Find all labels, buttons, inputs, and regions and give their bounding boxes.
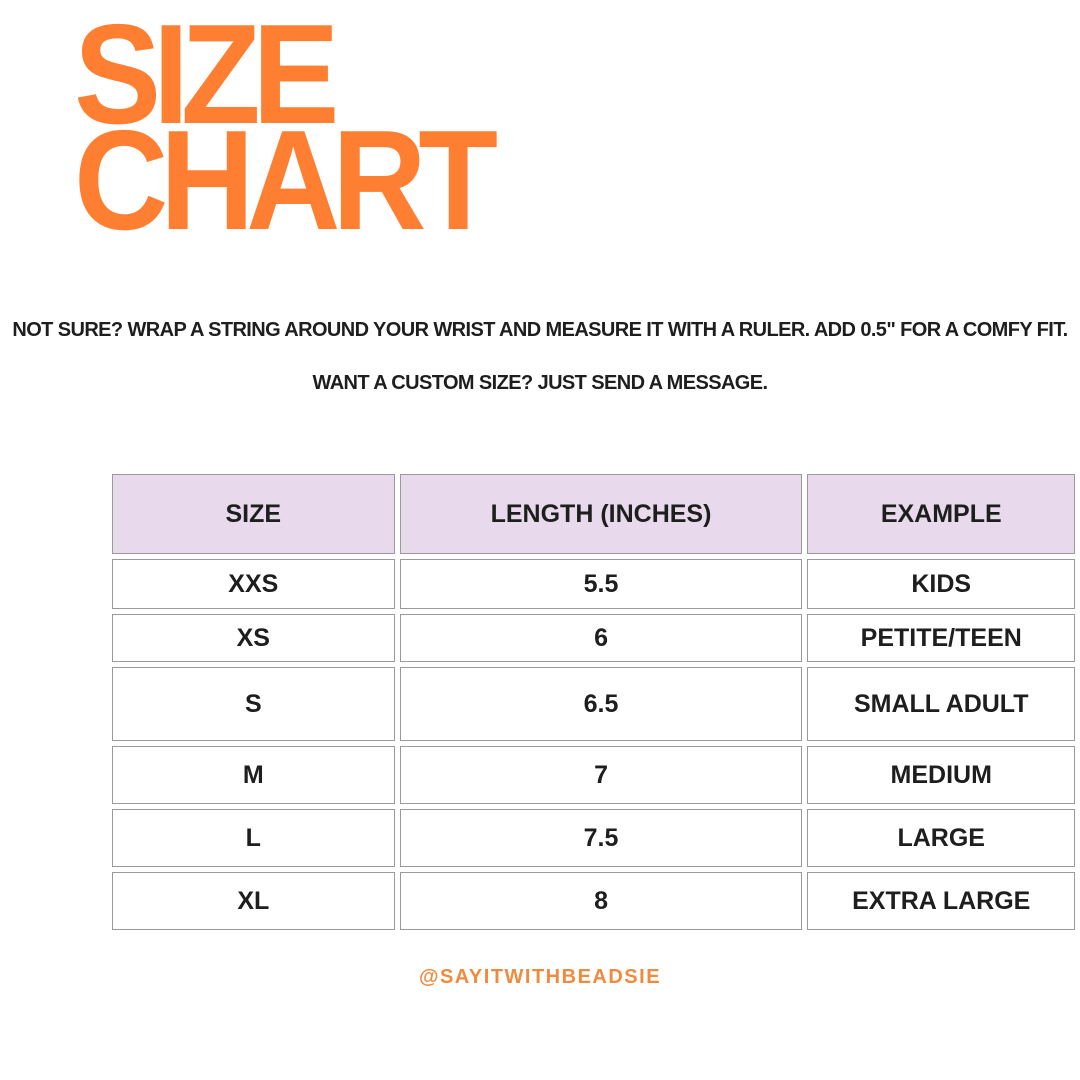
- instruction: NOT SURE? WRAP A STRING AROUND YOUR WRIS…: [12, 319, 1068, 341]
- table-body: SIZE LENGTH (INCHES) EXAMPLE XXS 5.5 KIDS XS 6 P…: [112, 474, 1075, 930]
- title-line: SIZE: [74, 0, 340, 154]
- table-cell: XL: [112, 872, 395, 930]
- table-cell: EXTRA LARGE: [807, 872, 1075, 930]
- header-cell: SIZE: [112, 474, 395, 554]
- table-cell: L: [112, 809, 395, 867]
- social-handle: @SAYITWITHBEADSIE: [418, 966, 662, 988]
- table-cell: MEDIUM: [807, 746, 1075, 804]
- table-cell: 7.5: [399, 809, 803, 867]
- table-row: XL 8 EXTRA LARGE: [112, 872, 1075, 930]
- header-cell: LENGTH (INCHES): [399, 474, 803, 554]
- intro: NOT SURE? WRAP A STRING AROUND YOUR WRIS…: [0, 316, 1080, 422]
- table-row: S 6.5 SMALL ADULT: [112, 667, 1075, 741]
- table-row: L 7.5 LARGE: [112, 809, 1075, 867]
- table-cell: XS: [112, 614, 395, 662]
- title: SIZE CHART: [74, 0, 498, 260]
- table-cell: 5.5: [399, 559, 803, 609]
- table-row: XXS 5.5 KIDS: [112, 559, 1075, 609]
- table-row: XS 6 PETITE/TEEN: [112, 614, 1075, 662]
- header-row: SIZE LENGTH (INCHES) EXAMPLE: [112, 474, 1075, 554]
- size-table: SIZE LENGTH (INCHES) EXAMPLE XXS 5.5 KIDS XS 6 P…: [107, 469, 1080, 935]
- table-row: M 7 MEDIUM: [112, 746, 1075, 804]
- instruction: WANT A CUSTOM SIZE? JUST SEND A MESSAGE.: [312, 372, 769, 394]
- table-cell: 7: [399, 746, 803, 804]
- title-line: CHART: [74, 101, 498, 260]
- table-cell: M: [112, 746, 395, 804]
- table-cell: SMALL ADULT: [807, 667, 1075, 741]
- table-cell: KIDS: [807, 559, 1075, 609]
- header-cell: EXAMPLE: [807, 474, 1075, 554]
- table-cell: 6: [399, 614, 803, 662]
- table-cell: 8: [399, 872, 803, 930]
- table-cell: XXS: [112, 559, 395, 609]
- table-cell: S: [112, 667, 395, 741]
- table-cell: 6.5: [399, 667, 803, 741]
- table-cell: PETITE/TEEN: [807, 614, 1075, 662]
- table-cell: LARGE: [807, 809, 1075, 867]
